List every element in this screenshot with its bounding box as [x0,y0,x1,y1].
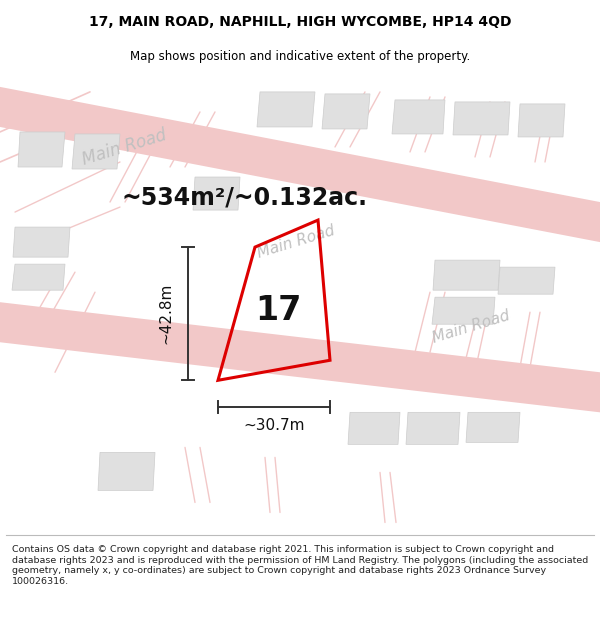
Polygon shape [406,412,460,444]
Text: Contains OS data © Crown copyright and database right 2021. This information is : Contains OS data © Crown copyright and d… [12,546,588,586]
Text: 17: 17 [255,294,301,327]
Text: ~30.7m: ~30.7m [243,418,305,433]
Polygon shape [392,100,445,134]
Polygon shape [322,94,370,129]
Text: Main Road: Main Road [255,223,336,261]
Text: 17, MAIN ROAD, NAPHILL, HIGH WYCOMBE, HP14 4QD: 17, MAIN ROAD, NAPHILL, HIGH WYCOMBE, HP… [89,14,511,29]
Polygon shape [466,412,520,442]
Polygon shape [518,104,565,137]
Polygon shape [348,412,400,444]
Polygon shape [13,227,70,257]
Polygon shape [98,452,155,491]
Text: ~534m²/~0.132ac.: ~534m²/~0.132ac. [122,185,368,209]
Polygon shape [432,297,495,324]
Text: Map shows position and indicative extent of the property.: Map shows position and indicative extent… [130,49,470,62]
Polygon shape [18,132,65,167]
Text: Main Road: Main Road [430,308,511,346]
Polygon shape [72,134,120,169]
Polygon shape [193,177,240,210]
Polygon shape [0,87,600,242]
Polygon shape [453,102,510,135]
Polygon shape [0,302,600,412]
Polygon shape [433,260,500,290]
Polygon shape [257,92,315,127]
Text: Main Road: Main Road [80,126,169,168]
Polygon shape [12,264,65,290]
Polygon shape [498,267,555,294]
Text: ~42.8m: ~42.8m [158,283,173,344]
